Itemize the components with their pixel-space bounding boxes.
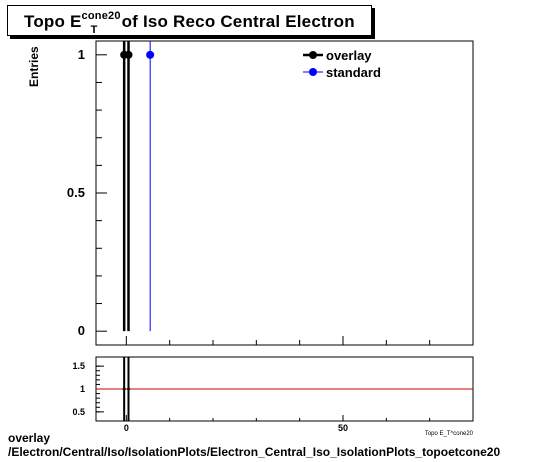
footer-line-2: /Electron/Central/Iso/IsolationPlots/Ele… <box>8 445 501 459</box>
y-tick-label: 1 <box>78 47 85 62</box>
x-axis-title: Topo E_T^cone20 <box>425 431 474 437</box>
title-superscript: cone20 <box>81 10 121 22</box>
title-prefix: Topo E <box>24 12 82 31</box>
y-tick-label: 0.5 <box>67 185 85 200</box>
ratio-marker <box>127 387 130 391</box>
ratio-marker <box>122 387 126 391</box>
ratio-y-tick-label: 1 <box>80 384 85 394</box>
title-subscript: T <box>90 24 98 36</box>
ratio-x-tick-label: 0 <box>124 423 129 433</box>
main-plot-frame <box>95 40 474 346</box>
legend-standard-marker <box>309 68 317 76</box>
y-tick-label: 0 <box>78 323 85 338</box>
ratio-x-tick-label: 50 <box>338 423 348 433</box>
ratio-y-tick-label: 0.5 <box>72 407 85 417</box>
legend-standard-label: standard <box>326 65 381 80</box>
footer-line-1: overlay <box>8 431 51 445</box>
legend-overlay-marker <box>309 51 317 59</box>
chart-title-box: Topo Econe20 T of Iso Reco Central Electro… <box>7 5 372 36</box>
chart-title: Topo Econe20 T of Iso Reco Central Electro… <box>24 10 355 36</box>
series-standard-marker <box>146 50 155 59</box>
legend-overlay-label: overlay <box>326 48 372 63</box>
title-suffix: of Iso Reco Central Electron <box>121 12 355 31</box>
ratio-y-tick-label: 1.5 <box>72 361 85 371</box>
footer-caption: overlay /Electron/Central/Iso/IsolationP… <box>8 431 500 459</box>
y-axis-title: Entries <box>27 46 41 87</box>
series-overlay-marker <box>124 50 133 59</box>
